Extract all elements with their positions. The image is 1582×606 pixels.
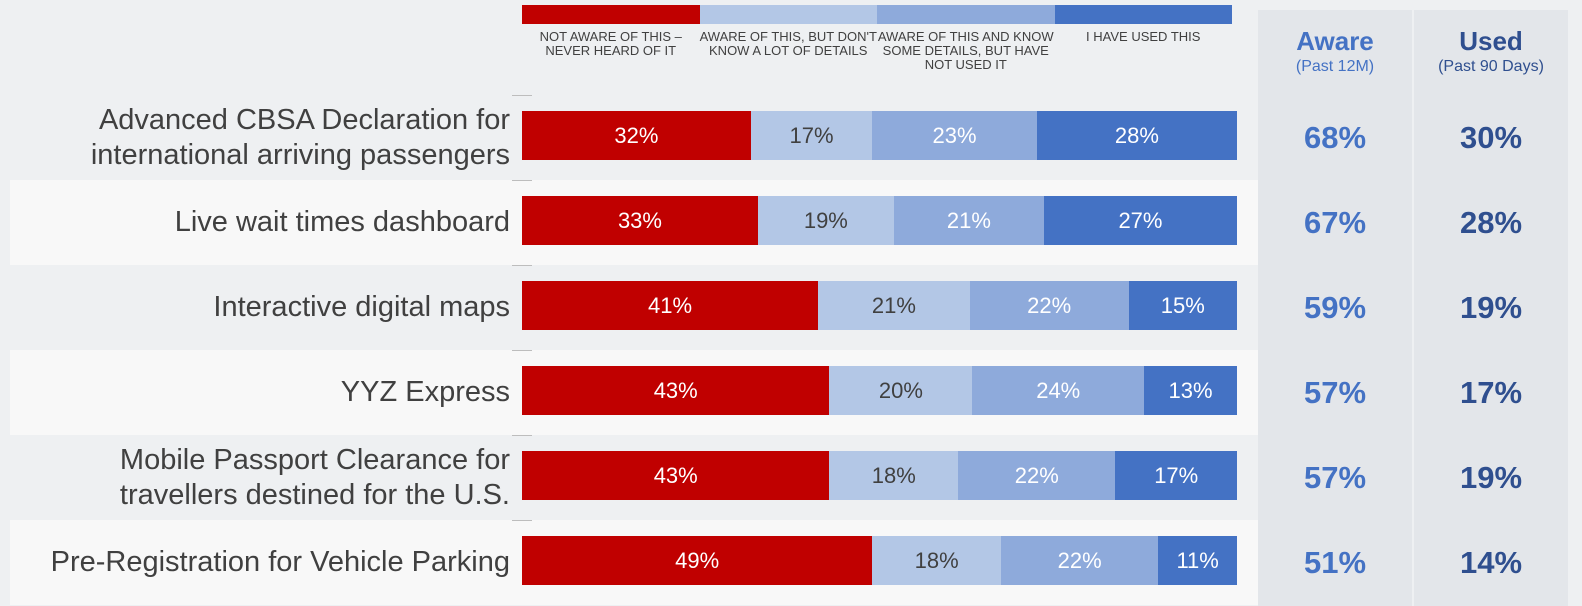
row-tick <box>512 180 532 181</box>
legend-label: I HAVE USED THIS <box>1086 29 1201 44</box>
data-label: 13% <box>1168 377 1213 403</box>
data-label: 22% <box>1057 547 1102 573</box>
summary-column-panel <box>1414 10 1568 606</box>
data-label: 33% <box>617 207 662 233</box>
bar-segment: 21% <box>818 281 970 330</box>
data-label: 41% <box>648 292 693 318</box>
summary-value: 19% <box>1459 289 1523 325</box>
category-label: Live wait times dashboard <box>174 206 510 238</box>
data-label: 19% <box>803 207 848 233</box>
summary-value: 19% <box>1459 459 1523 495</box>
data-label: 17% <box>789 122 834 148</box>
bar-segment: 19% <box>757 196 894 245</box>
bar-segment: 17% <box>750 111 873 160</box>
summary-column-panel <box>1258 10 1412 606</box>
legend-swatch <box>1054 5 1232 24</box>
row-tick <box>512 95 532 96</box>
category-label: Interactive digital maps <box>213 291 510 323</box>
bar-segment: 27% <box>1043 196 1237 245</box>
data-label: 17% <box>1154 462 1199 488</box>
row-tick <box>512 435 532 436</box>
bar-segment: 23% <box>872 111 1037 160</box>
bar-segment: 13% <box>1144 366 1237 415</box>
bar-segment: 22% <box>958 451 1116 500</box>
bar-segment: 17% <box>1115 451 1237 500</box>
legend-swatch <box>522 5 700 24</box>
bar-segment: 28% <box>1036 111 1237 160</box>
data-label: 21% <box>871 292 916 318</box>
bar-segment: 18% <box>872 536 1002 585</box>
data-label: 20% <box>878 377 923 403</box>
bar-segment: 15% <box>1128 281 1237 330</box>
data-label: 21% <box>946 207 991 233</box>
summary-value: 57% <box>1303 459 1367 495</box>
bar-segment: 49% <box>522 536 873 585</box>
row-tick <box>512 520 532 521</box>
data-label: 15% <box>1160 292 1205 318</box>
data-label: 43% <box>653 462 698 488</box>
bar-segment: 20% <box>829 366 973 415</box>
bar-segment: 33% <box>522 196 758 245</box>
bar-segment: 18% <box>829 451 959 500</box>
category-label: Advanced CBSA Declaration for internatio… <box>90 103 510 171</box>
category-label: Pre-Registration for Vehicle Parking <box>50 546 510 578</box>
summary-value: 30% <box>1459 119 1523 155</box>
data-label: 49% <box>675 547 720 573</box>
legend-label: NOT AWARE OF THIS – NEVER HEARD OF IT <box>539 29 682 58</box>
summary-column-title: Used <box>1459 26 1523 56</box>
bar-segment: 43% <box>522 366 830 415</box>
data-label: 32% <box>614 122 659 148</box>
data-label: 27% <box>1118 207 1163 233</box>
summary-value: 28% <box>1459 204 1523 240</box>
row-tick <box>512 265 532 266</box>
legend-label: AWARE OF THIS, BUT DON'T KNOW A LOT OF D… <box>699 29 877 58</box>
legend-swatch <box>877 5 1055 24</box>
data-label: 22% <box>1027 292 1072 318</box>
bar-segment: 21% <box>893 196 1044 245</box>
summary-value: 51% <box>1303 544 1367 580</box>
category-label: YYZ Express <box>340 376 510 408</box>
bar-segment: 32% <box>522 111 751 160</box>
legend-label: AWARE OF THIS AND KNOW SOME DETAILS, BUT… <box>877 29 1054 72</box>
summary-value: 17% <box>1459 374 1523 410</box>
summary-column-subtitle: (Past 90 Days) <box>1438 58 1544 75</box>
data-label: 11% <box>1176 547 1219 573</box>
summary-value: 67% <box>1303 204 1367 240</box>
bar-segment: 24% <box>972 366 1145 415</box>
summary-column-title: Aware <box>1296 26 1374 56</box>
data-label: 18% <box>871 462 916 488</box>
data-label: 28% <box>1114 122 1159 148</box>
bar-segment: 22% <box>1001 536 1159 585</box>
category-label: Mobile Passport Clearance for travellers… <box>119 443 510 511</box>
data-label: 22% <box>1014 462 1059 488</box>
bar-segment: 11% <box>1158 536 1237 585</box>
bar-segment: 41% <box>522 281 819 330</box>
data-label: 24% <box>1036 377 1081 403</box>
row-tick <box>512 350 532 351</box>
summary-value: 57% <box>1303 374 1367 410</box>
legend-swatch <box>699 5 877 24</box>
data-label: 18% <box>914 547 959 573</box>
summary-column-subtitle: (Past 12M) <box>1295 58 1375 75</box>
summary-value: 68% <box>1303 119 1367 155</box>
data-label: 23% <box>932 122 977 148</box>
summary-value: 59% <box>1303 289 1367 325</box>
data-label: 43% <box>653 377 698 403</box>
summary-value: 14% <box>1459 544 1523 580</box>
bar-segment: 22% <box>969 281 1129 330</box>
bar-segment: 43% <box>522 451 830 500</box>
